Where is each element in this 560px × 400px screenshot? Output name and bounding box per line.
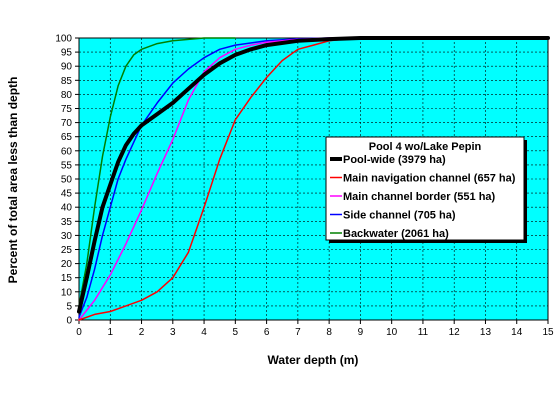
legend-label: Side channel (705 ha) [343,210,456,222]
legend-label: Backwater (2061 ha) [343,228,449,240]
y-tick-label: 55 [61,160,73,171]
y-tick-label: 60 [61,146,73,157]
x-tick-label: 10 [386,327,398,338]
x-tick-label: 14 [511,327,523,338]
x-tick-label: 7 [295,327,301,338]
y-tick-label: 15 [61,273,73,284]
series-line-0 [77,36,550,314]
y-tick-label: 35 [61,217,73,228]
x-tick-label: 12 [449,327,461,338]
x-tick-label: 15 [542,327,554,338]
legend-box [325,136,525,241]
x-tick-label: 2 [139,327,145,338]
x-tick-label: 11 [418,327,429,338]
y-tick-label: 95 [61,48,73,59]
y-tick-label: 75 [61,104,73,115]
y-tick-label: 25 [61,245,73,256]
y-tick-label: 70 [61,118,73,129]
y-tick-label: 50 [61,175,73,186]
x-tick-label: 5 [233,327,239,338]
legend-label: Pool-wide (3979 ha) [343,154,446,166]
x-tick-label: 0 [76,327,82,338]
y-tick-label: 5 [66,301,72,312]
y-tick-label: 90 [61,62,73,73]
series-line-3 [78,37,549,318]
y-tick-label: 40 [61,203,73,214]
series-line-2 [78,37,549,321]
x-tick-label: 9 [358,327,364,338]
y-tick-label: 30 [61,231,73,242]
y-tick-label: 65 [61,132,73,143]
x-tick-label: 1 [107,327,113,338]
x-axis-title: Water depth (m) [268,353,359,367]
x-tick-label: 3 [170,327,176,338]
y-tick-label: 20 [61,259,73,270]
series-line-4 [78,37,237,307]
x-tick-label: 4 [201,327,207,338]
legend-title: Pool 4 wo/Lake Pepin [369,141,482,153]
series-line-1 [78,37,549,321]
x-tick-label: 13 [480,327,492,338]
y-tick-label: 45 [61,189,73,200]
y-tick-label: 10 [61,287,73,298]
legend-label: Main channel border (551 ha) [343,191,496,203]
y-axis-title: Percent of total area less than depth [6,77,20,284]
y-tick-label: 80 [61,90,73,101]
x-tick-label: 6 [264,327,270,338]
y-tick-label: 0 [66,316,72,327]
y-tick-label: 85 [61,76,73,87]
legend-label: Main navigation channel (657 ha) [343,173,516,185]
x-tick-label: 8 [326,327,332,338]
y-tick-label: 100 [55,34,72,45]
